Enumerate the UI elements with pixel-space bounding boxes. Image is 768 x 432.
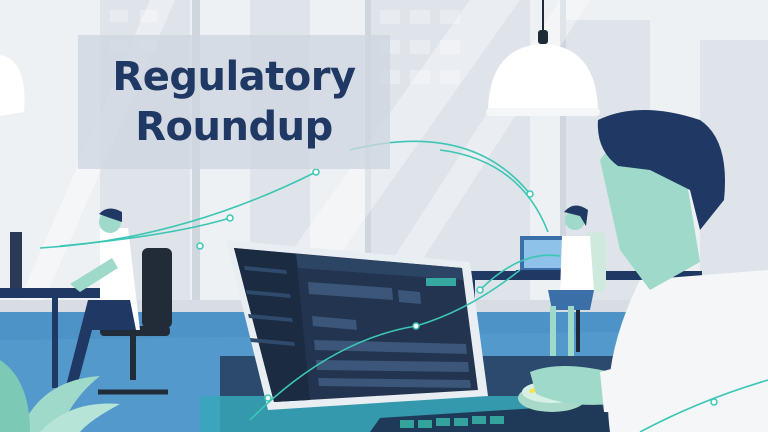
- title-panel: Regulatory Roundup: [78, 35, 390, 169]
- laptop-icon: [10, 232, 22, 290]
- left-desk-worker: [0, 208, 172, 395]
- pendant-lamp-icon: [486, 0, 600, 116]
- plant-icon: [0, 360, 120, 432]
- title-line-2: Roundup: [135, 104, 333, 150]
- office-chair-icon: [98, 248, 172, 395]
- title-line-1: Regulatory: [112, 54, 356, 100]
- pendant-lamp-icon: [0, 55, 25, 116]
- computer-monitor-icon: [226, 240, 488, 410]
- foreground-worker: [530, 110, 768, 432]
